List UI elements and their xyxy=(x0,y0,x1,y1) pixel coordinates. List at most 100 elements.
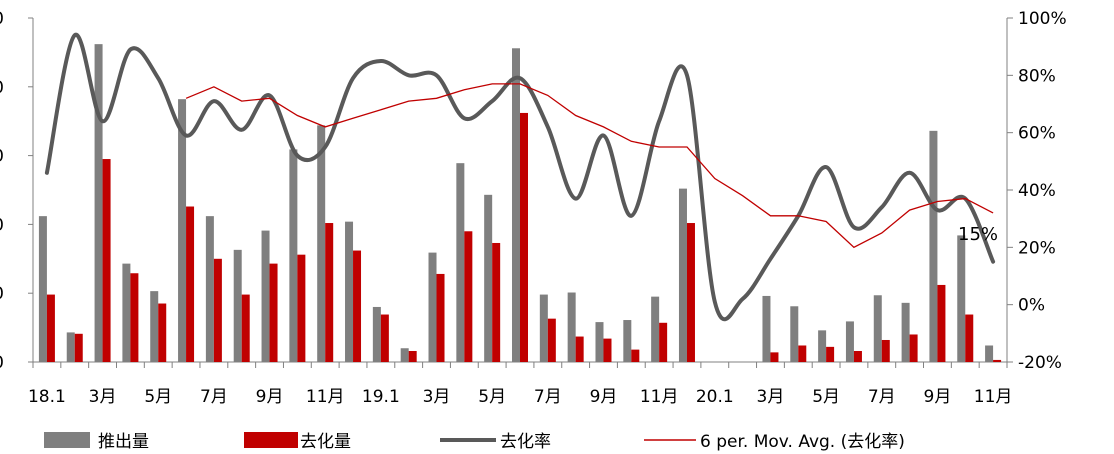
bar-supply xyxy=(150,291,159,362)
right-tick-label: 0% xyxy=(1018,296,1045,316)
x-tick-label: 3月 xyxy=(89,387,117,407)
legend-label-moving-average: 6 per. Mov. Avg. (去化率) xyxy=(700,432,905,452)
line-absorption-rate xyxy=(44,33,996,321)
bar-absorption xyxy=(826,346,835,362)
x-tick-label: 9月 xyxy=(924,387,952,407)
bar-absorption xyxy=(881,339,890,362)
annotation-label: 15% xyxy=(958,224,998,245)
x-tick-label: 5月 xyxy=(812,387,840,407)
legend-label-rate: 去化率 xyxy=(500,432,551,452)
bar-absorption xyxy=(909,334,918,362)
bar-supply xyxy=(317,125,326,362)
bar-supply xyxy=(678,188,687,362)
bar-absorption xyxy=(380,314,389,362)
x-axis-ticks: 18.1 3月 5月 7月 9月 11月 19.1 3月 5月 7月 9月 11月 20.1 3月 5月 7月… xyxy=(28,362,1012,407)
bar-absorption xyxy=(993,359,1002,362)
bar-supply xyxy=(178,99,187,363)
bar-supply xyxy=(845,321,854,362)
x-tick-label: 9月 xyxy=(256,387,284,407)
bar-supply xyxy=(456,163,465,362)
bar-absorption xyxy=(186,206,195,362)
left-tick-label: 0 xyxy=(0,9,4,29)
bar-absorption xyxy=(686,223,695,362)
legend-swatch-absorption xyxy=(244,432,298,448)
bar-supply xyxy=(122,263,131,362)
x-tick-label: 3月 xyxy=(423,387,451,407)
bar-supply xyxy=(66,332,75,362)
left-tick-label: 0 xyxy=(0,215,4,235)
x-tick-label: 18.1 xyxy=(28,387,66,407)
bar-absorption xyxy=(853,350,862,362)
bar-absorption xyxy=(74,333,83,362)
x-tick-label: 7月 xyxy=(534,387,562,407)
right-axis-ticks: -20% 0% 20% 40% 60% 80% 100% xyxy=(1007,9,1067,373)
bar-absorption xyxy=(547,318,556,362)
x-tick-label: 5月 xyxy=(144,387,172,407)
line-moving-average xyxy=(185,83,994,249)
bar-supply xyxy=(289,149,298,362)
bar-supply xyxy=(428,252,437,362)
bar-absorption xyxy=(241,294,250,362)
bar-supply xyxy=(762,295,771,362)
right-tick-label: 60% xyxy=(1018,124,1056,144)
x-tick-label: 11月 xyxy=(306,387,345,407)
bar-supply xyxy=(372,306,381,362)
right-tick-label: -20% xyxy=(1018,353,1062,373)
legend-item-supply: 推出量 xyxy=(44,432,149,452)
legend: 推出量 去化量 去化率 6 per. Mov. Avg. (去化率) xyxy=(44,432,905,452)
bar-absorption xyxy=(520,112,528,362)
bar-absorption xyxy=(158,303,167,362)
bar-supply xyxy=(400,348,409,362)
bar-absorption xyxy=(353,250,362,362)
bar-supply xyxy=(539,294,548,362)
bar-absorption xyxy=(213,258,222,362)
bar-absorption xyxy=(965,314,974,362)
legend-item-absorption: 去化量 xyxy=(244,432,351,452)
bar-supply xyxy=(512,48,520,362)
bar-absorption xyxy=(102,159,111,362)
right-tick-label: 100% xyxy=(1018,9,1067,29)
bar-supply xyxy=(94,44,103,362)
legend-swatch-supply xyxy=(44,432,90,448)
bar-absorption xyxy=(798,345,807,362)
bar-supply xyxy=(567,292,576,362)
bar-supply xyxy=(818,330,827,362)
bar-supply xyxy=(985,345,994,362)
bar-absorption xyxy=(631,349,640,362)
legend-item-rate: 去化率 xyxy=(440,432,551,452)
bar-absorption xyxy=(436,273,445,362)
left-axis-ticks: 0 0 0 0 0 0 xyxy=(0,9,33,373)
x-tick-label: 9月 xyxy=(590,387,618,407)
bar-absorption xyxy=(492,242,501,362)
bar-supply xyxy=(205,216,214,362)
bar-supply xyxy=(929,130,938,362)
plot-area: 0 0 0 0 0 0 -20% 0% 20% 40% 60% 80% 100% 18.1 3月 5月 7月… xyxy=(0,9,1067,407)
x-tick-label: 11月 xyxy=(974,387,1013,407)
bar-absorption xyxy=(659,322,668,362)
bar-absorption xyxy=(603,338,612,362)
bar-absorption xyxy=(130,273,139,362)
legend-label-absorption: 去化量 xyxy=(300,432,351,452)
left-tick-label: 0 xyxy=(0,353,4,373)
bar-absorption xyxy=(297,254,306,362)
right-tick-label: 80% xyxy=(1018,66,1056,86)
bar-supply xyxy=(484,194,493,362)
bar-supply xyxy=(873,295,882,362)
bar-absorption xyxy=(325,223,334,362)
x-tick-label: 11月 xyxy=(640,387,679,407)
bar-absorption xyxy=(770,352,779,362)
right-tick-label: 40% xyxy=(1018,181,1056,201)
bar-supply xyxy=(901,302,910,362)
left-tick-label: 0 xyxy=(0,147,4,167)
bar-supply xyxy=(38,216,47,362)
bar-absorption xyxy=(575,336,584,362)
x-tick-label: 5月 xyxy=(478,387,506,407)
x-tick-label: 3月 xyxy=(757,387,785,407)
bar-supply xyxy=(261,230,270,362)
right-tick-label: 20% xyxy=(1018,238,1056,258)
bar-supply xyxy=(623,320,632,362)
x-tick-label: 20.1 xyxy=(696,387,734,407)
x-tick-label: 7月 xyxy=(868,387,896,407)
bar-supply xyxy=(957,235,966,362)
